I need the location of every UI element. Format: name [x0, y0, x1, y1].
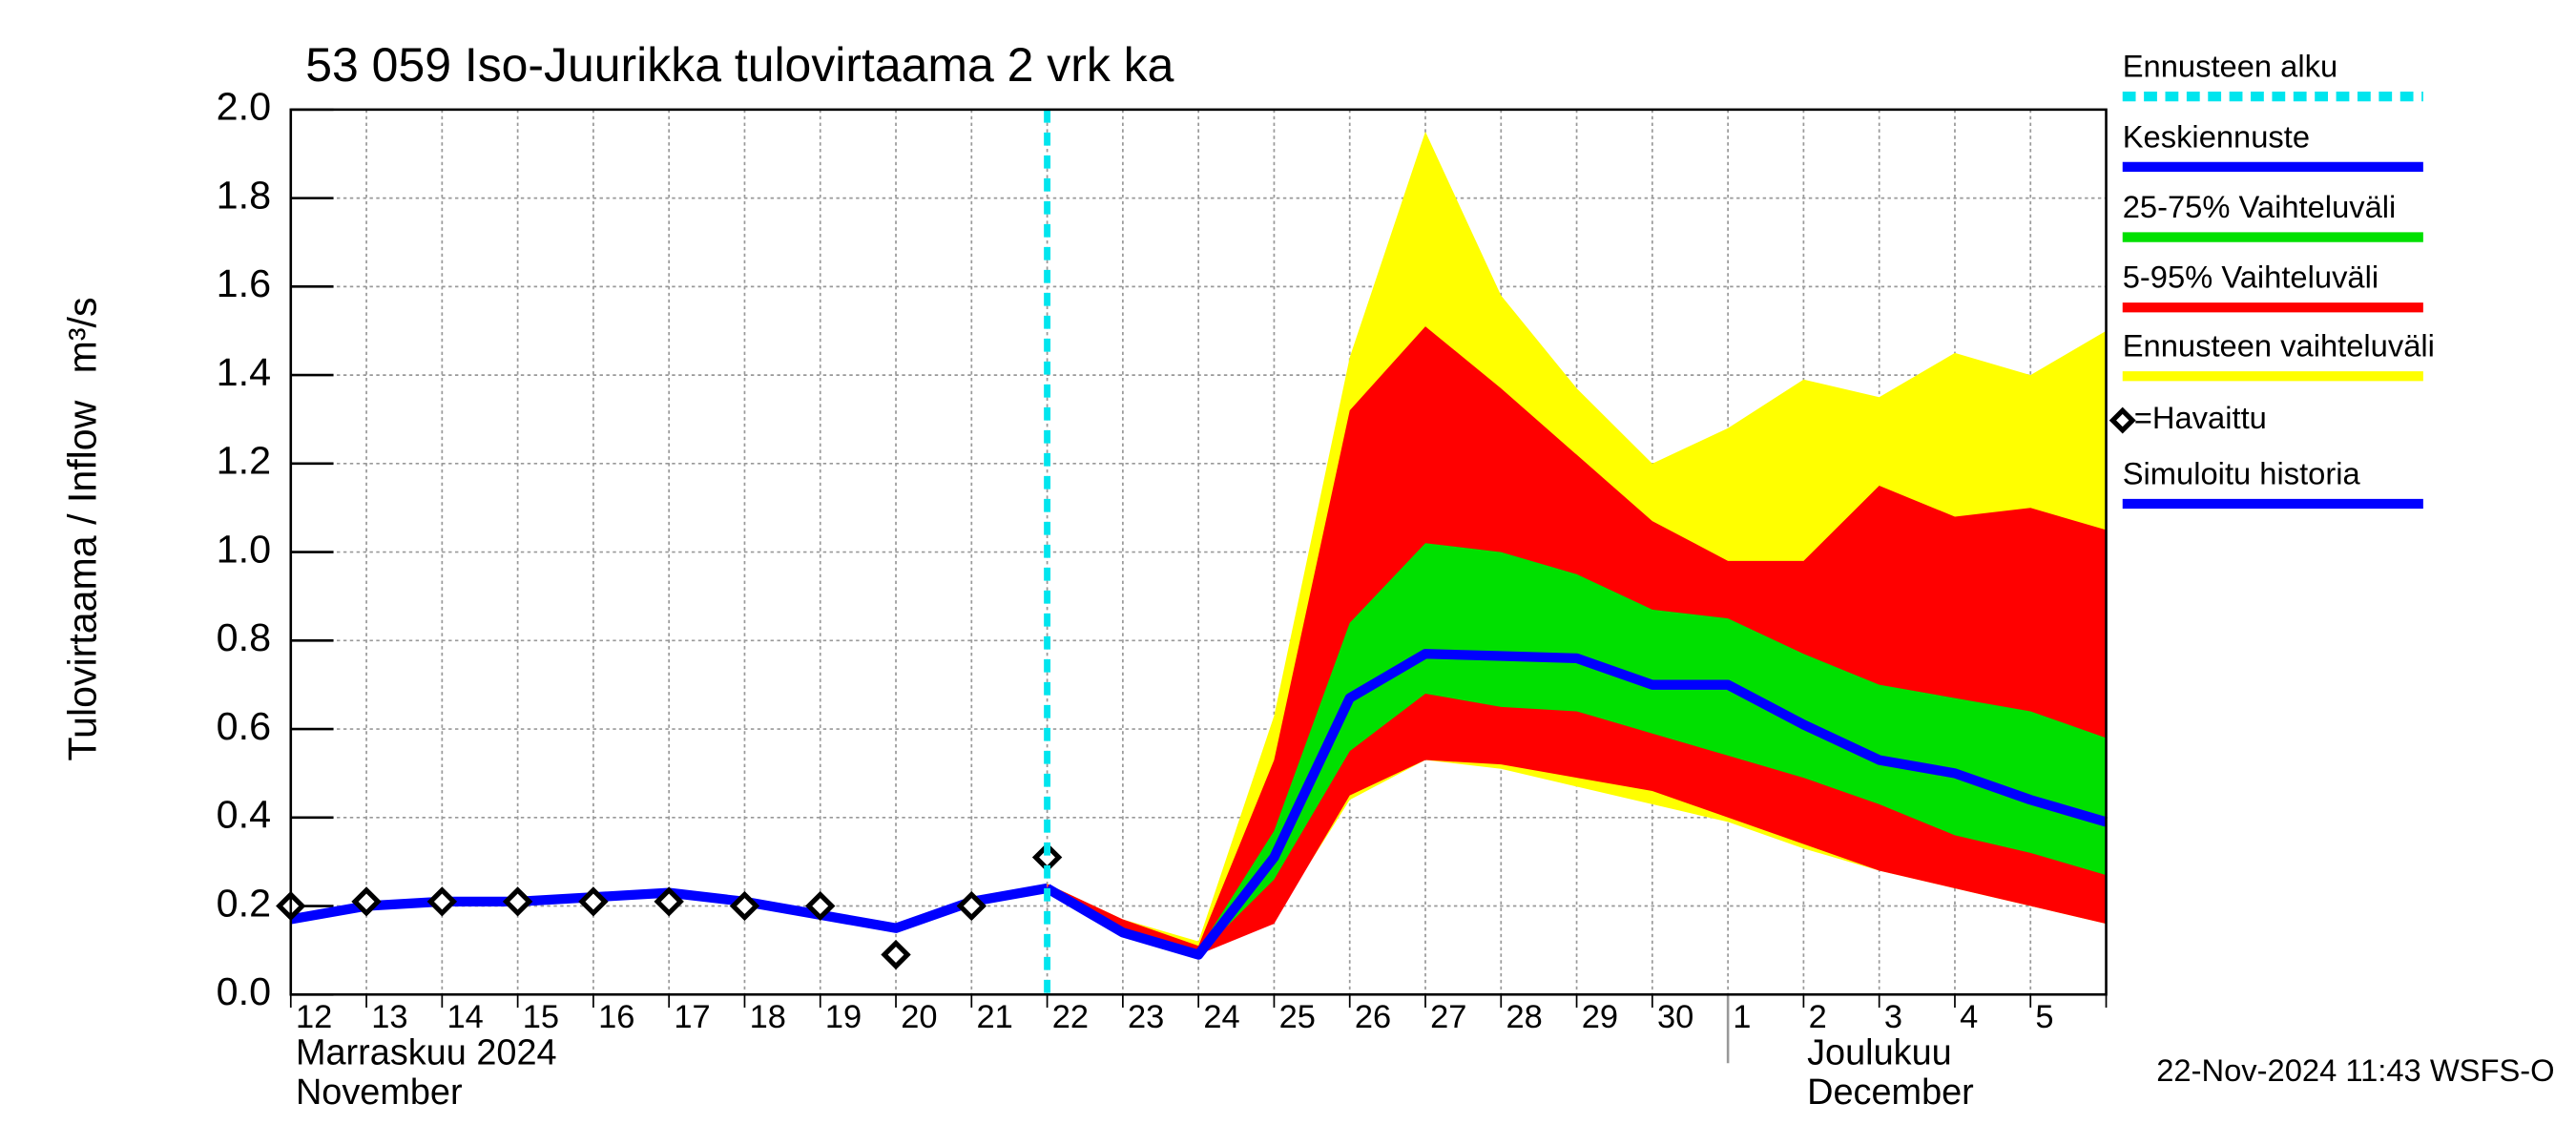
y-tick-label: 1.4 — [217, 350, 271, 394]
x-tick-label: 12 — [296, 999, 332, 1035]
observed-point — [805, 890, 836, 922]
y-tick-label: 2.0 — [217, 85, 271, 129]
y-tick-label: 0.6 — [217, 704, 271, 748]
legend-marker — [2109, 406, 2136, 434]
x-tick-label: 26 — [1355, 999, 1391, 1035]
legend-label: 25-75% Vaihteluväli — [2123, 189, 2397, 224]
observed-point — [654, 886, 684, 917]
x-tick-label: 24 — [1203, 999, 1239, 1035]
legend-label: Ennusteen alku — [2123, 49, 2337, 84]
y-tick-label: 1.6 — [217, 261, 271, 305]
y-tick-label: 1.0 — [217, 528, 271, 572]
observed-point — [729, 890, 760, 922]
x-tick-label: 16 — [598, 999, 634, 1035]
observed-point — [956, 890, 987, 922]
y-tick-label: 1.8 — [217, 174, 271, 218]
legend-label: Keskiennuste — [2123, 118, 2310, 154]
x-tick-label: 17 — [674, 999, 710, 1035]
month-label: Marraskuu 2024 — [296, 1033, 557, 1073]
observed-point — [502, 886, 533, 917]
legend-label: Ennusteen vaihteluväli — [2123, 328, 2435, 364]
legend-label: =Havaittu — [2134, 400, 2267, 435]
plot-frame — [289, 108, 2108, 996]
observed-point — [578, 886, 609, 917]
x-tick-label: 23 — [1128, 999, 1164, 1035]
observed-point — [881, 939, 911, 970]
observed-point — [426, 886, 458, 917]
x-tick-label: 27 — [1430, 999, 1466, 1035]
x-tick-label: 5 — [2035, 999, 2053, 1035]
chart-title: 53 059 Iso-Juurikka tulovirtaama 2 vrk k… — [305, 38, 1174, 92]
footer: 22-Nov-2024 11:43 WSFS-O — [2156, 1052, 2554, 1088]
y-tick-label: 0.0 — [217, 969, 271, 1013]
x-tick-label: 22 — [1052, 999, 1089, 1035]
x-tick-label: 25 — [1279, 999, 1316, 1035]
observed-point — [351, 886, 382, 917]
x-tick-label: 13 — [371, 999, 407, 1035]
line — [1044, 649, 2108, 960]
y-tick-label: 1.2 — [217, 439, 271, 483]
x-tick-label: 4 — [1960, 999, 1978, 1035]
y-tick-label: 0.8 — [217, 615, 271, 659]
x-tick-label: 18 — [750, 999, 786, 1035]
x-tick-label: 14 — [447, 999, 484, 1035]
y-axis-unit: m³/s — [60, 297, 104, 373]
x-tick-label: 2 — [1809, 999, 1827, 1035]
x-tick-label: 21 — [976, 999, 1012, 1035]
x-tick-label: 30 — [1657, 999, 1693, 1035]
x-tick-label: 29 — [1582, 999, 1618, 1035]
month-label: Joulukuu — [1807, 1033, 1952, 1073]
legend-label: 5-95% Vaihteluväli — [2123, 260, 2379, 295]
x-tick-label: 3 — [1884, 999, 1902, 1035]
band — [1047, 543, 2107, 955]
x-tick-label: 20 — [901, 999, 937, 1035]
y-tick-label: 0.2 — [217, 881, 271, 925]
month-label: November — [296, 1072, 463, 1113]
x-tick-label: 19 — [825, 999, 862, 1035]
y-tick-label: 0.4 — [217, 793, 271, 837]
y-axis-label: Tulovirtaama / Inflow — [60, 400, 104, 760]
x-tick-label: 28 — [1506, 999, 1542, 1035]
x-tick-label: 1 — [1733, 999, 1751, 1035]
x-tick-label: 15 — [523, 999, 559, 1035]
legend-label: Simuloitu historia — [2123, 456, 2361, 491]
month-label: December — [1807, 1072, 1974, 1113]
